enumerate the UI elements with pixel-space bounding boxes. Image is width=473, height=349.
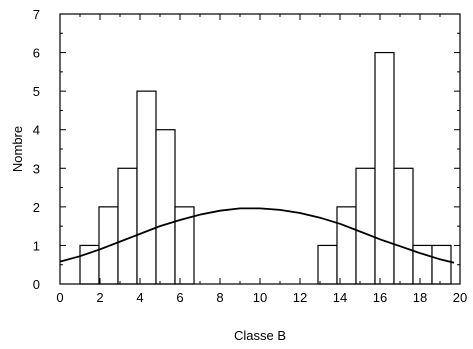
histogram-bar [155,129,176,285]
y-tick-label: 1 [33,238,40,253]
fit-curve-group [59,207,455,264]
histogram-bar [336,206,357,285]
histogram-bar [431,244,452,285]
x-axis-ticks: 0 2 4 6 8 10 12 14 16 18 20 [56,14,467,305]
histogram-bar [355,167,376,285]
y-tick-label: 5 [33,84,40,99]
histogram-bar [317,244,338,285]
y-tick-label: 4 [33,123,40,138]
y-tick-label: 6 [33,46,40,61]
x-tick-label: 8 [216,290,223,305]
x-tick-label: 12 [293,290,307,305]
x-tick-label: 16 [373,290,387,305]
fit-curve-line [59,207,455,264]
x-tick-label: 6 [176,290,183,305]
y-tick-label: 3 [33,161,40,176]
x-tick-label: 10 [253,290,267,305]
histogram-bar [117,167,138,285]
x-tick-label: 2 [96,290,103,305]
y-tick-label: 2 [33,200,40,215]
x-tick-label: 0 [56,290,63,305]
histogram-bar [393,167,414,285]
histogram-bar [136,90,157,285]
y-tick-label: 7 [33,7,40,22]
x-tick-label: 20 [453,290,467,305]
x-axis-label: Classe B [234,328,286,343]
x-tick-label: 14 [333,290,347,305]
y-axis-ticks: 0 1 2 3 4 5 6 7 [33,7,460,292]
histogram-bar [374,51,395,285]
x-tick-label: 4 [136,290,143,305]
y-axis-label: Nombre [10,126,25,172]
histogram-bars [79,51,452,285]
y-tick-label: 0 [33,277,40,292]
x-tick-label: 18 [413,290,427,305]
